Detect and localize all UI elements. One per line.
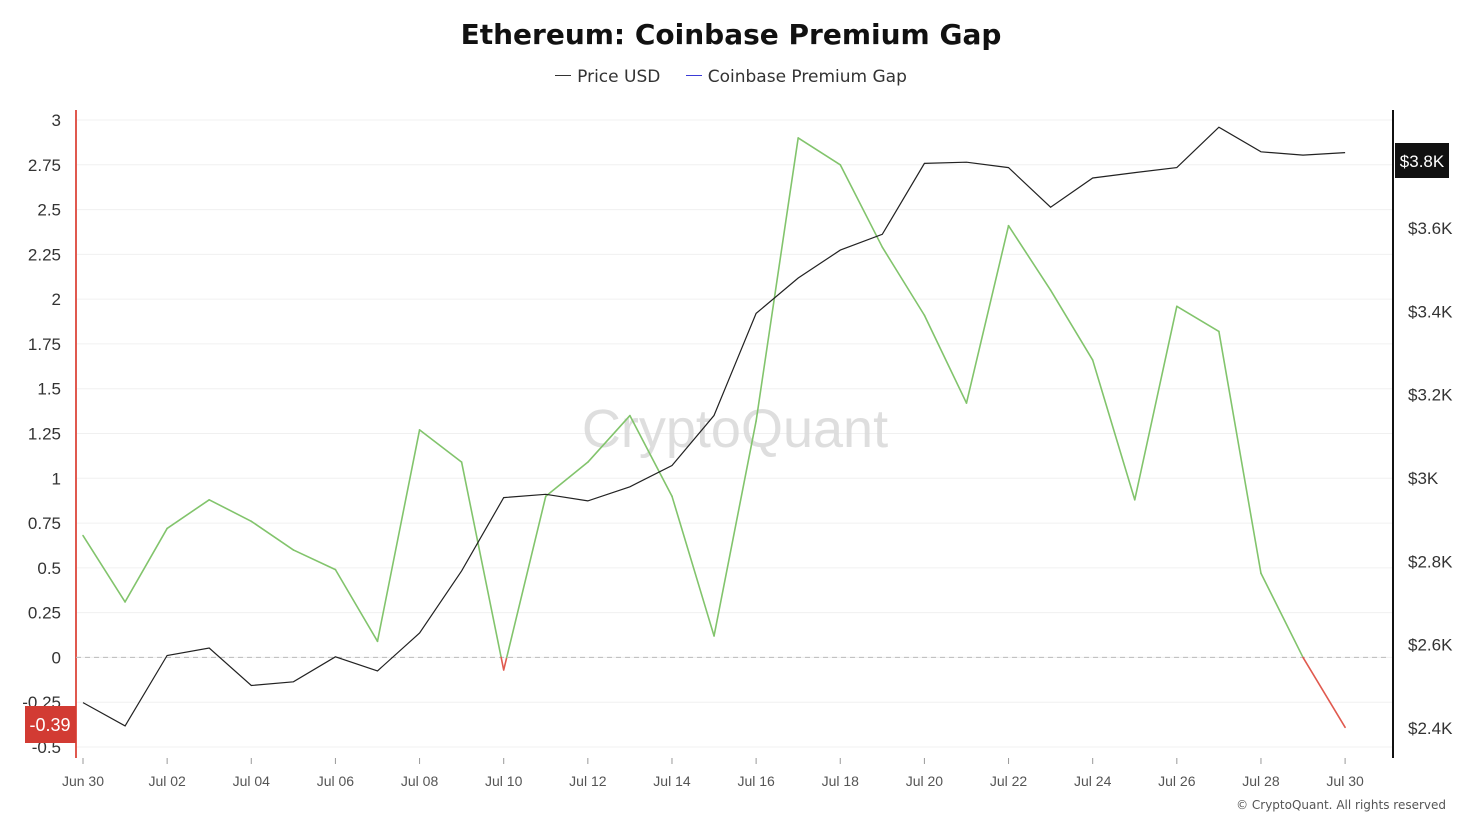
premium-gap-segment xyxy=(1133,305,1178,501)
left-tick-label: 0.75 xyxy=(28,514,61,533)
chart-title: Ethereum: Coinbase Premium Gap xyxy=(460,18,1002,51)
current-price-value: $3.8K xyxy=(1400,152,1445,171)
x-axis-ticks: Jun 30 Jul 02 Jul 04 Jul 06 Jul 08 Jul 10 Jul … xyxy=(62,758,1364,789)
left-tick-label: 0.25 xyxy=(28,604,61,623)
x-tick-label: Jul 20 xyxy=(906,773,944,789)
premium-gap-segment xyxy=(292,549,337,571)
premium-gap-segment xyxy=(1176,305,1220,333)
left-tick-label: 0.5 xyxy=(37,559,61,578)
premium-gap-segment xyxy=(1091,359,1136,501)
x-tick-label: Jul 02 xyxy=(148,773,186,789)
premium-gap-segment xyxy=(505,495,547,659)
x-tick-label: Jul 04 xyxy=(233,773,271,789)
premium-gap-segment xyxy=(208,498,253,523)
premium-gap-segment xyxy=(334,568,379,643)
legend-swatch-price xyxy=(555,74,572,76)
x-tick-label: Jul 14 xyxy=(653,773,691,789)
right-tick-label: $3K xyxy=(1408,469,1439,488)
right-tick-label: $3.4K xyxy=(1408,302,1453,321)
left-tick-label: 2 xyxy=(52,290,61,309)
left-axis-ticks: 32.752.52.2521.751.51.2510.750.50.250-0.… xyxy=(22,111,61,757)
premium-gap-segment xyxy=(1218,330,1262,575)
premium-gap-segment xyxy=(671,495,715,637)
premium-gap-segment xyxy=(965,224,1010,404)
watermark: CryptoQuant xyxy=(582,399,888,459)
right-axis-ticks: $3.6K $3.4K $3.2K $3K $2.8K $2.6K $2.4K xyxy=(1408,219,1453,738)
premium-gap-segment xyxy=(418,429,463,463)
premium-gap-segment xyxy=(1302,656,1346,729)
right-tick-label: $2.4K xyxy=(1408,719,1453,738)
legend-swatch-premium xyxy=(685,74,702,76)
premium-gap-segment xyxy=(881,246,926,317)
left-tick-label: 0 xyxy=(52,648,61,667)
premium-gap-segment xyxy=(544,461,589,498)
left-tick-label: 2.25 xyxy=(28,245,61,264)
premium-gap-segment xyxy=(502,656,508,671)
x-tick-label: Jul 30 xyxy=(1326,773,1364,789)
premium-gap-segment xyxy=(629,414,673,498)
x-tick-label: Jul 06 xyxy=(317,773,355,789)
current-price-badge: $3.8K xyxy=(1395,143,1449,178)
premium-gap-segment xyxy=(797,137,842,166)
premium-gap-segment xyxy=(250,520,295,551)
premium-gap-segment xyxy=(166,498,211,530)
premium-gap-segment xyxy=(755,137,799,422)
premium-gap-segment xyxy=(376,429,421,643)
x-tick-label: Jul 16 xyxy=(737,773,775,789)
premium-gap-segment xyxy=(923,314,968,404)
premium-gap-segment xyxy=(587,414,631,463)
left-tick-label: 1.25 xyxy=(28,425,61,444)
legend-label-price: Price USD xyxy=(577,67,661,87)
premium-gap-segment xyxy=(124,527,168,603)
left-tick-label: 3 xyxy=(52,111,61,130)
x-tick-label: Jul 26 xyxy=(1158,773,1196,789)
premium-gap-segment xyxy=(82,534,126,603)
left-tick-label: 1.75 xyxy=(28,335,61,354)
legend: Price USD Coinbase Premium Gap xyxy=(0,67,1462,87)
left-tick-label: 1 xyxy=(52,469,61,488)
right-tick-label: $3.6K xyxy=(1408,219,1453,238)
premium-gap-series xyxy=(82,137,1346,729)
left-tick-label: 2.75 xyxy=(28,156,61,175)
current-premium-badge: -0.39 xyxy=(25,706,76,743)
x-tick-label: Jul 12 xyxy=(569,773,607,789)
right-tick-label: $2.6K xyxy=(1408,636,1453,655)
x-tick-label: Jul 08 xyxy=(401,773,439,789)
x-tick-label: Jun 30 xyxy=(62,773,104,789)
x-tick-label: Jul 22 xyxy=(990,773,1028,789)
x-tick-label: Jul 28 xyxy=(1242,773,1280,789)
x-tick-label: Jul 24 xyxy=(1074,773,1112,789)
left-tick-label: 1.5 xyxy=(37,380,61,399)
premium-gap-segment xyxy=(460,461,502,659)
right-tick-label: $2.8K xyxy=(1408,552,1453,571)
premium-gap-segment xyxy=(713,420,757,637)
copyright-footer: © CryptoQuant. All rights reserved xyxy=(1236,798,1446,812)
price-usd-line xyxy=(82,126,1346,727)
current-premium-value: -0.39 xyxy=(29,715,70,735)
legend-label-premium: Coinbase Premium Gap xyxy=(707,67,907,87)
x-tick-label: Jul 10 xyxy=(485,773,523,789)
premium-gap-segment xyxy=(1260,572,1304,659)
left-tick-label: 2.5 xyxy=(37,201,61,220)
right-tick-label: $3.2K xyxy=(1408,386,1453,405)
legend-item-premium[interactable]: Coinbase Premium Gap xyxy=(685,67,907,87)
premium-gap-segment xyxy=(839,163,884,248)
legend-item-price[interactable]: Price USD xyxy=(555,67,660,87)
premium-gap-segment xyxy=(500,656,505,671)
premium-gap-segment xyxy=(1049,289,1094,361)
premium-gap-segment xyxy=(1007,224,1052,291)
x-tick-label: Jul 18 xyxy=(822,773,860,789)
